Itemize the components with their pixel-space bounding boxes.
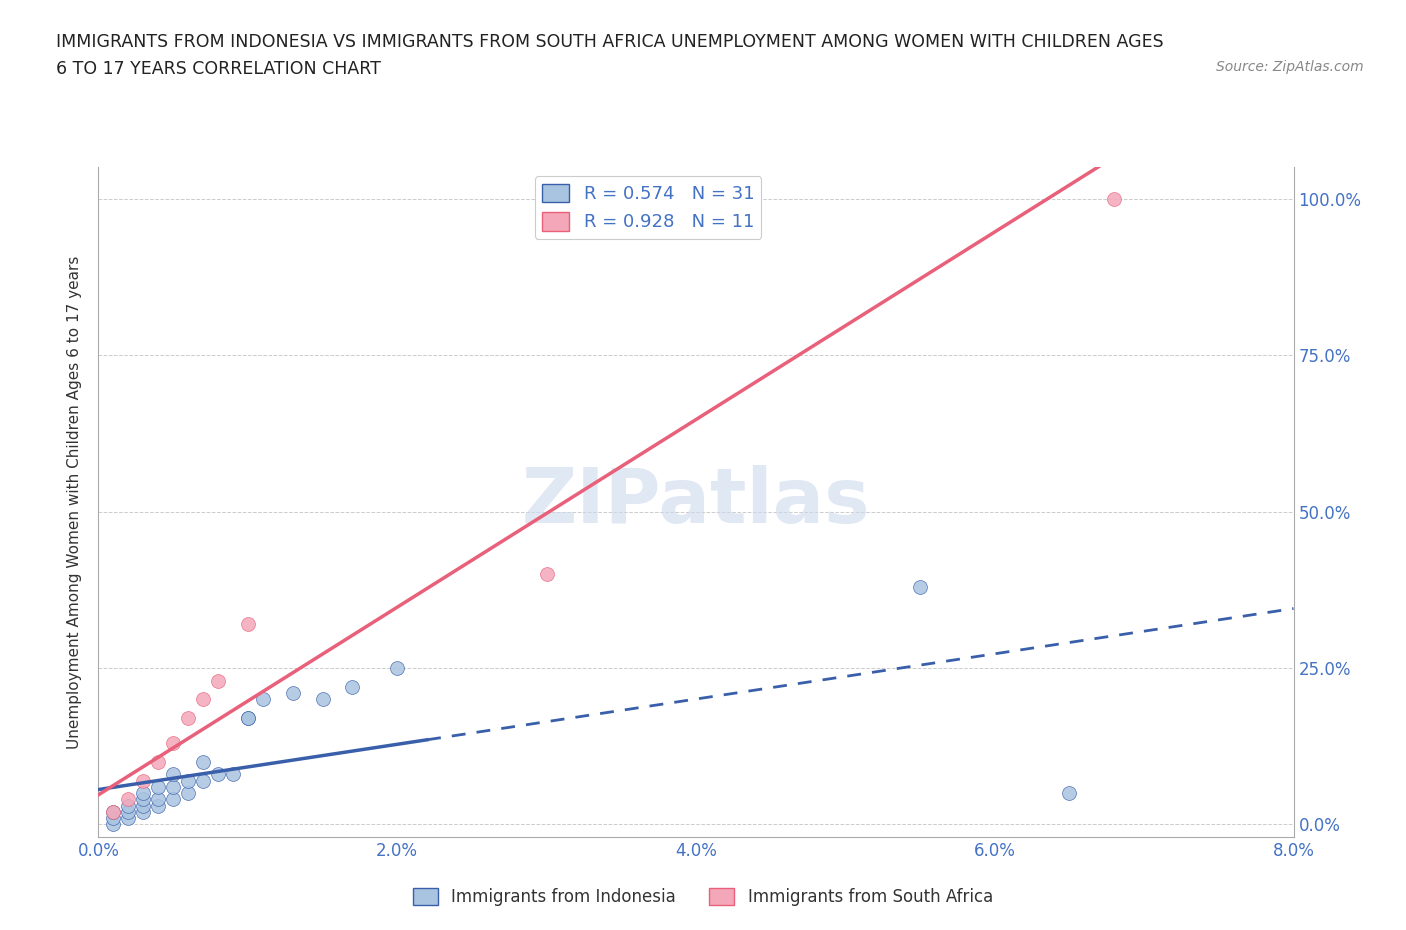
Point	[191, 692, 214, 707]
Point	[342, 680, 364, 695]
Point	[132, 804, 155, 819]
Point	[148, 754, 170, 769]
Point	[103, 817, 125, 832]
Point	[236, 711, 259, 725]
Point	[908, 579, 931, 594]
Text: IMMIGRANTS FROM INDONESIA VS IMMIGRANTS FROM SOUTH AFRICA UNEMPLOYMENT AMONG WOM: IMMIGRANTS FROM INDONESIA VS IMMIGRANTS …	[56, 33, 1164, 50]
Point	[1102, 192, 1125, 206]
Y-axis label: Unemployment Among Women with Children Ages 6 to 17 years: Unemployment Among Women with Children A…	[67, 256, 83, 749]
Point	[103, 811, 125, 826]
Point	[117, 798, 139, 813]
Point	[148, 779, 170, 794]
Point	[177, 711, 200, 725]
Point	[117, 792, 139, 807]
Point	[162, 736, 184, 751]
Point	[191, 773, 214, 788]
Text: 6 TO 17 YEARS CORRELATION CHART: 6 TO 17 YEARS CORRELATION CHART	[56, 60, 381, 78]
Point	[281, 685, 304, 700]
Point	[207, 767, 229, 782]
Point	[103, 804, 125, 819]
Point	[236, 617, 259, 631]
Legend: Immigrants from Indonesia, Immigrants from South Africa: Immigrants from Indonesia, Immigrants fr…	[406, 881, 1000, 912]
Legend: R = 0.574   N = 31, R = 0.928   N = 11: R = 0.574 N = 31, R = 0.928 N = 11	[534, 177, 762, 239]
Point	[132, 798, 155, 813]
Point	[162, 767, 184, 782]
Point	[177, 786, 200, 801]
Point	[177, 773, 200, 788]
Point	[103, 804, 125, 819]
Point	[132, 792, 155, 807]
Point	[252, 692, 274, 707]
Point	[132, 786, 155, 801]
Point	[236, 711, 259, 725]
Point	[162, 792, 184, 807]
Point	[117, 804, 139, 819]
Point	[191, 754, 214, 769]
Point	[162, 779, 184, 794]
Point	[132, 773, 155, 788]
Point	[1059, 786, 1081, 801]
Point	[311, 692, 333, 707]
Point	[148, 792, 170, 807]
Point	[117, 811, 139, 826]
Point	[222, 767, 245, 782]
Point	[148, 798, 170, 813]
Point	[385, 660, 409, 675]
Text: ZIPatlas: ZIPatlas	[522, 465, 870, 539]
Point	[207, 673, 229, 688]
Point	[536, 566, 558, 581]
Text: Source: ZipAtlas.com: Source: ZipAtlas.com	[1216, 60, 1364, 74]
